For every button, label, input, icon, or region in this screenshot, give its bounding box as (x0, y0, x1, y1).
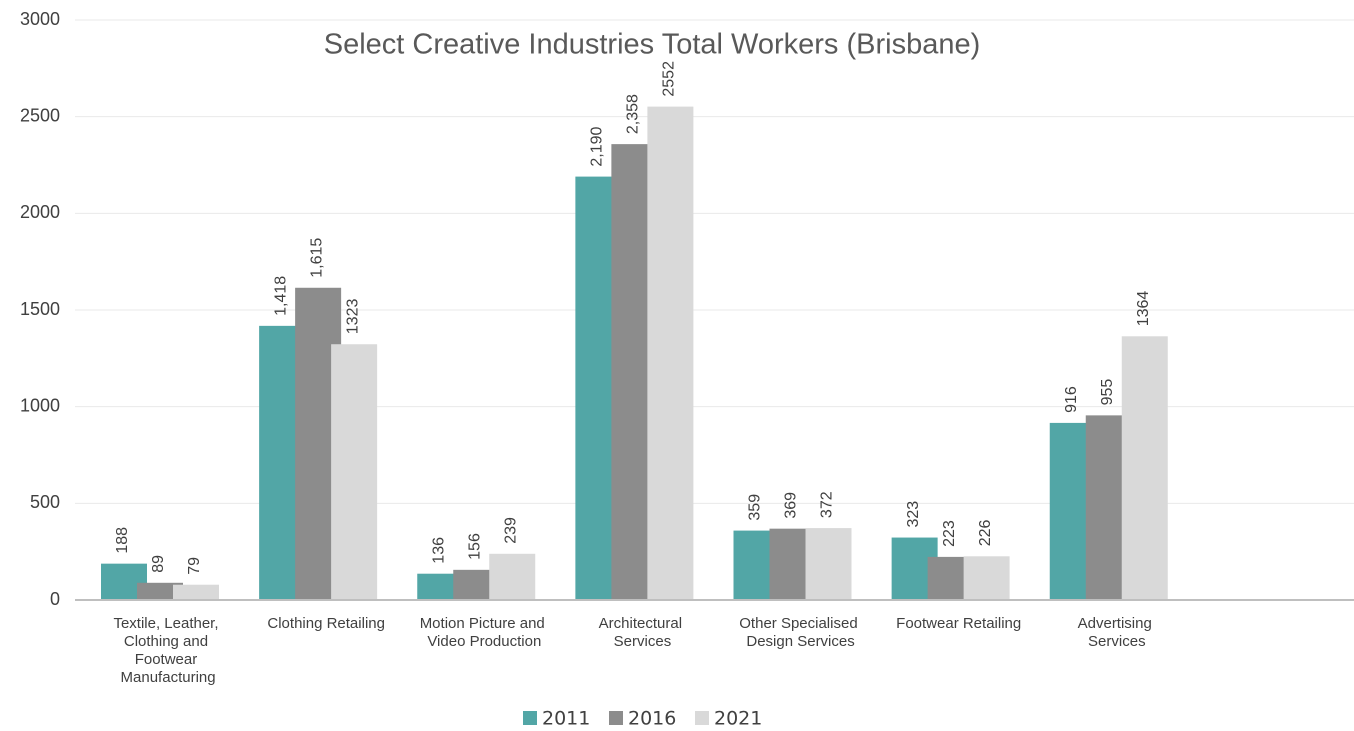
data-label: 89 (150, 555, 167, 573)
data-label: 1,418 (272, 276, 289, 316)
y-tick-label: 1000 (20, 395, 60, 415)
data-label: 79 (186, 557, 203, 575)
x-tick-label: Clothing Retailing (267, 615, 385, 632)
bar (137, 582, 183, 600)
data-label: 916 (1063, 386, 1080, 413)
bar (173, 584, 219, 600)
bar (963, 556, 1010, 600)
data-label: 226 (977, 520, 994, 547)
x-tick-label: Architectural Services (599, 615, 687, 650)
legend-swatch (695, 711, 709, 725)
data-label: 323 (905, 501, 922, 528)
legend-swatch (609, 711, 623, 725)
legend-label: 2016 (628, 708, 676, 730)
data-label: 188 (114, 527, 131, 554)
legend-label: 2011 (542, 708, 590, 730)
data-label: 1323 (344, 299, 361, 335)
data-label: 369 (783, 492, 800, 519)
x-tick-label: Textile, Leather, Clothing and Footwear … (113, 615, 222, 686)
data-label: 239 (502, 517, 519, 544)
bar (805, 528, 852, 600)
x-tick-label: Advertising Services (1078, 615, 1156, 650)
x-tick-label: Footwear Retailing (896, 615, 1021, 632)
data-label: 359 (747, 494, 764, 521)
bar (331, 344, 378, 600)
data-label: 2,358 (625, 94, 642, 134)
y-tick-label: 500 (30, 492, 60, 512)
bar (647, 106, 694, 600)
data-label: 955 (1099, 379, 1116, 406)
x-tick-label: Motion Picture and Video Production (420, 615, 549, 650)
x-tick-label: Other Specialised Design Services (739, 615, 862, 650)
y-tick-label: 3000 (20, 9, 60, 29)
y-tick-label: 0 (50, 589, 60, 609)
bar (489, 553, 536, 600)
y-tick-label: 2500 (20, 105, 60, 125)
y-tick-label: 1500 (20, 299, 60, 319)
data-label: 1,615 (308, 238, 325, 278)
data-label: 2,190 (589, 126, 606, 166)
legend-swatch (523, 711, 537, 725)
y-tick-label: 2000 (20, 202, 60, 222)
data-label: 372 (819, 491, 836, 518)
data-label: 136 (430, 537, 447, 564)
chart-title: Select Creative Industries Total Workers… (324, 29, 981, 61)
bar (1121, 336, 1168, 600)
data-label: 1364 (1135, 291, 1152, 327)
data-label: 156 (466, 533, 483, 560)
data-label: 223 (941, 520, 958, 547)
data-label: 2552 (661, 61, 678, 97)
legend-label: 2021 (714, 708, 762, 730)
